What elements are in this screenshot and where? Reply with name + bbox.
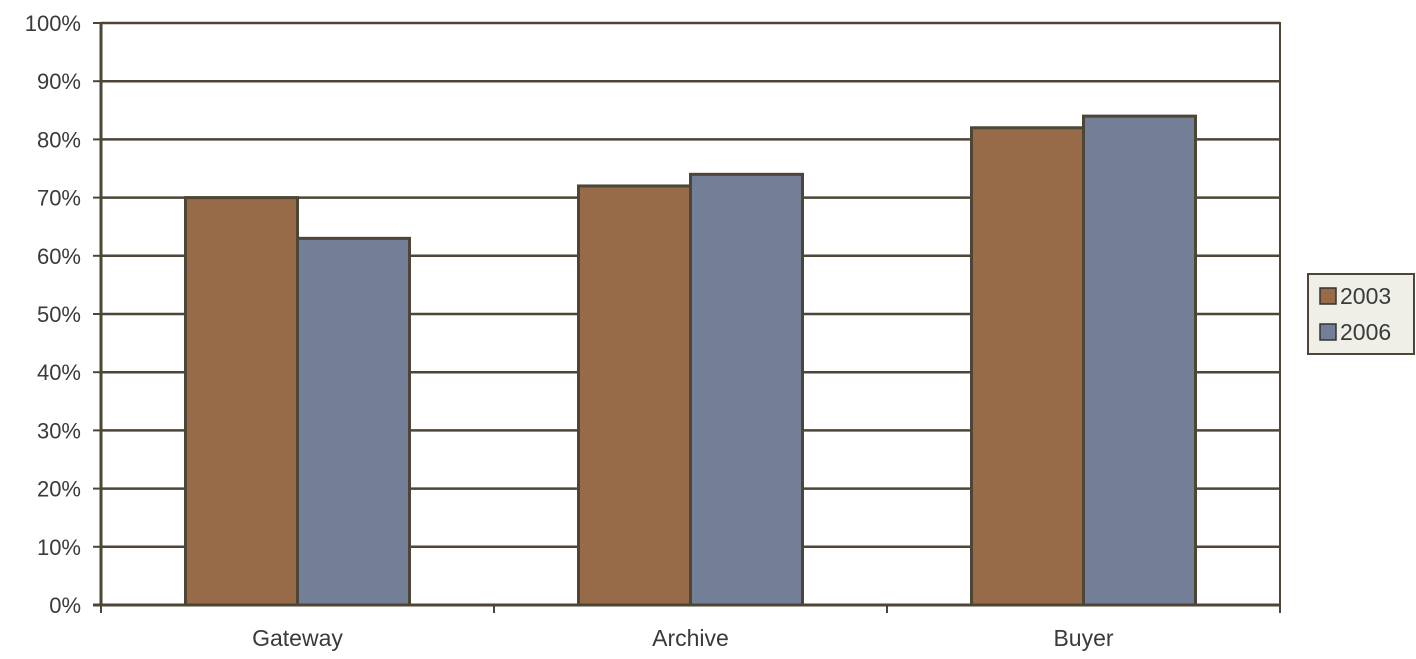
- legend-swatch-2003: [1320, 288, 1336, 304]
- bar-2003-archive: [579, 186, 691, 605]
- legend-label-2006: 2006: [1340, 319, 1391, 345]
- x-tick-label: Archive: [652, 625, 729, 651]
- x-tick-label: Buyer: [1053, 625, 1113, 651]
- x-tick-label: Gateway: [252, 625, 343, 651]
- y-tick-label: 100%: [25, 11, 81, 36]
- bar-2006-gateway: [298, 238, 410, 605]
- legend-swatch-2006: [1320, 324, 1336, 340]
- bar-2003-gateway: [186, 198, 298, 605]
- y-tick-labels: 0% 10% 20% 30% 40% 50% 60% 70% 80% 90% 100%: [25, 11, 81, 618]
- bar-2006-buyer: [1084, 116, 1196, 605]
- y-tick-label: 70%: [37, 186, 81, 211]
- y-tick-label: 60%: [37, 244, 81, 269]
- y-tick-label: 80%: [37, 127, 81, 152]
- x-tick-labels: Gateway Archive Buyer: [252, 625, 1114, 651]
- y-tick-label: 30%: [37, 418, 81, 443]
- legend: 2003 2006: [1308, 274, 1414, 354]
- y-tick-label: 0%: [49, 593, 81, 618]
- bar-2003-buyer: [972, 128, 1084, 605]
- legend-label-2003: 2003: [1340, 283, 1391, 309]
- y-tick-label: 10%: [37, 535, 81, 560]
- y-tick-label: 50%: [37, 302, 81, 327]
- bar-2006-archive: [691, 174, 803, 605]
- y-tick-label: 40%: [37, 360, 81, 385]
- bars: [186, 116, 1196, 605]
- y-tick-label: 20%: [37, 477, 81, 502]
- y-tick-label: 90%: [37, 69, 81, 94]
